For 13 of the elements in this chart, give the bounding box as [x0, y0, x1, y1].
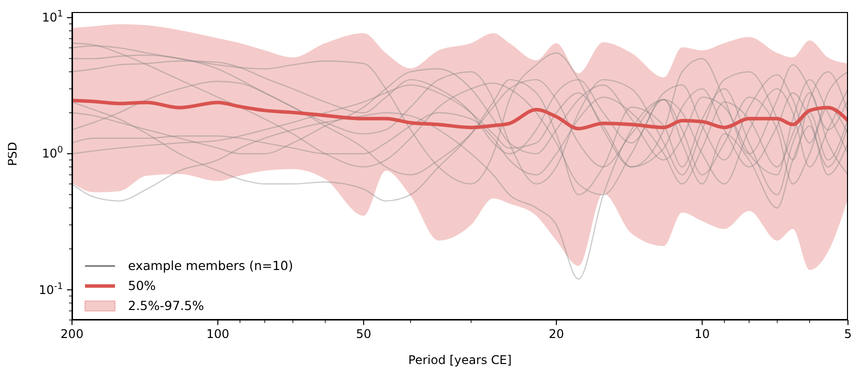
legend-label: 50% — [128, 277, 156, 295]
x-tick-label: 100 — [206, 327, 230, 341]
y-tick-label: 10$^{1}$ — [42, 10, 63, 25]
x-tick-label: 50 — [356, 327, 372, 341]
x-tick-label: 5 — [844, 327, 852, 341]
x-tick-label: 20 — [548, 327, 564, 341]
annotation: 2.5%-97.5% — [128, 297, 204, 315]
legend-label: example members (n=10) — [128, 257, 294, 275]
x-tick-label: 10 — [694, 327, 710, 341]
y-tick-label: 10$^{-1}$ — [38, 282, 63, 297]
x-tick-label: 200 — [60, 327, 84, 341]
x-axis-title: Period [years CE] — [408, 353, 512, 367]
y-tick-label: 10$^{0}$ — [42, 146, 64, 161]
